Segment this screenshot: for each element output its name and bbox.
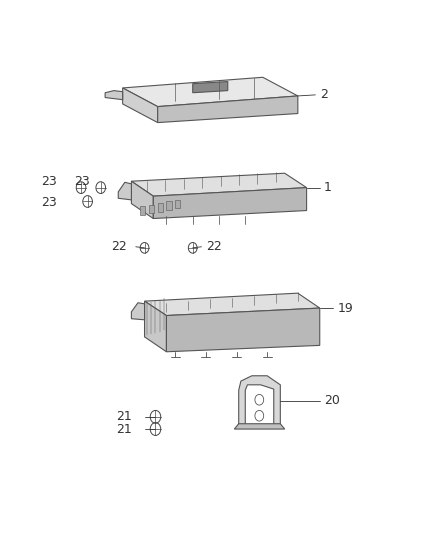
Polygon shape: [239, 376, 280, 426]
Text: 23: 23: [74, 175, 90, 188]
Text: 23: 23: [41, 196, 57, 209]
Text: 19: 19: [337, 302, 353, 314]
Polygon shape: [123, 88, 158, 123]
Polygon shape: [193, 82, 228, 93]
Bar: [158, 203, 163, 212]
Text: 22: 22: [206, 240, 222, 253]
Bar: [175, 200, 180, 208]
Bar: [149, 205, 154, 213]
Polygon shape: [123, 77, 298, 107]
Polygon shape: [153, 188, 307, 219]
Text: 2: 2: [320, 88, 328, 101]
Text: 21: 21: [116, 410, 131, 423]
Bar: [140, 206, 145, 215]
Polygon shape: [145, 293, 320, 316]
Polygon shape: [105, 91, 123, 100]
Text: 23: 23: [41, 175, 57, 188]
Polygon shape: [234, 424, 285, 429]
Text: 22: 22: [111, 240, 127, 253]
Text: 20: 20: [324, 394, 340, 407]
Polygon shape: [166, 308, 320, 352]
Polygon shape: [131, 181, 153, 219]
Circle shape: [255, 410, 264, 421]
Text: 21: 21: [116, 423, 131, 435]
Bar: [166, 201, 172, 210]
Polygon shape: [131, 303, 145, 320]
Circle shape: [255, 394, 264, 405]
Polygon shape: [158, 96, 298, 123]
Polygon shape: [131, 173, 307, 196]
Polygon shape: [118, 182, 131, 200]
Polygon shape: [145, 301, 166, 352]
Text: 1: 1: [324, 181, 332, 194]
